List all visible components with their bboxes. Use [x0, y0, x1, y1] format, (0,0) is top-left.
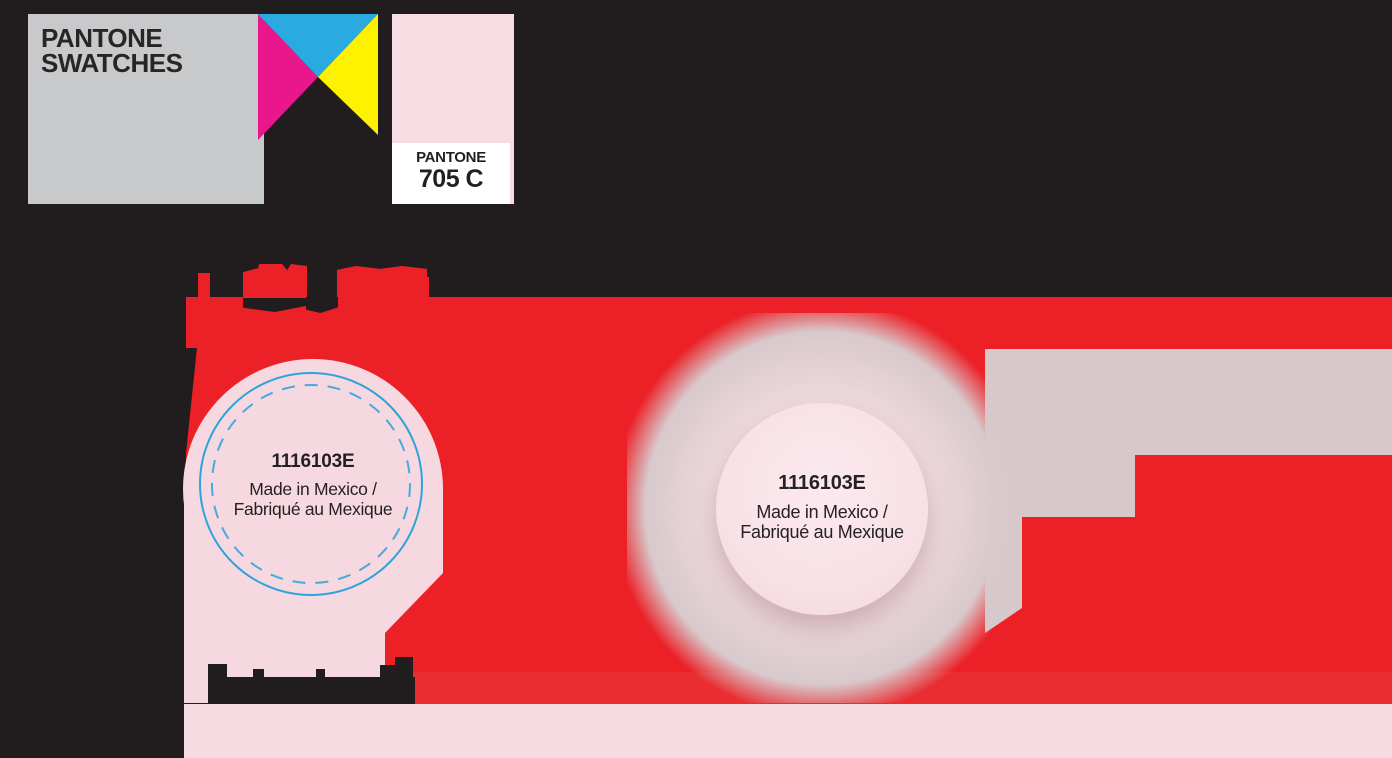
obscured-annotation-fragment [420, 277, 429, 298]
chip-color-area [392, 14, 514, 143]
chip-label-area: PANTONE 705 C [392, 143, 514, 204]
chip-brand-label: PANTONE [416, 149, 486, 166]
pantone-swatches-panel: PANTONE SWATCHES [28, 14, 264, 204]
swatches-title: PANTONE SWATCHES [41, 23, 183, 78]
flat-cap-origin-fr: Fabriqué au Mexique [233, 499, 393, 519]
black-occlusion-shape [243, 298, 307, 312]
flat-cap-origin-en: Made in Mexico / [249, 479, 377, 499]
rendered-cap-origin-fr: Fabriqué au Mexique [740, 522, 904, 542]
obscured-annotation-fragment [243, 264, 307, 298]
rendered-cap-part-number: 1116103E [778, 472, 866, 494]
obscured-wordmark-block [208, 664, 227, 678]
pantone-chip-705c: PANTONE 705 C [392, 14, 514, 204]
flat-cap-part-number: 1116103E [271, 451, 355, 472]
flat-cap-circle [183, 359, 443, 619]
obscured-wordmark-block [316, 669, 325, 678]
chip-code-label: 705 C [418, 165, 484, 193]
dieline-circles-icon [199, 372, 423, 596]
obscured-wordmark-block [380, 665, 397, 678]
bottom-skirt-band [184, 704, 1392, 758]
obscured-annotation-fragment [337, 266, 427, 298]
rendered-cap-disc [716, 403, 928, 615]
black-occlusion-shape [306, 297, 338, 313]
obscured-wordmark-block [208, 677, 415, 704]
obscured-wordmark-block [395, 657, 413, 678]
rendered-cap-origin-en: Made in Mexico / [756, 502, 888, 522]
rendered-cap-text: 1116103E Made in Mexico / Fabriqué au Me… [716, 403, 928, 615]
registration-mark-icon [258, 14, 378, 140]
obscured-annotation-fragment [198, 273, 210, 298]
obscured-wordmark-block [253, 669, 264, 678]
flat-cap-text: 1116103E Made in Mexico / Fabriqué au Me… [183, 359, 443, 619]
